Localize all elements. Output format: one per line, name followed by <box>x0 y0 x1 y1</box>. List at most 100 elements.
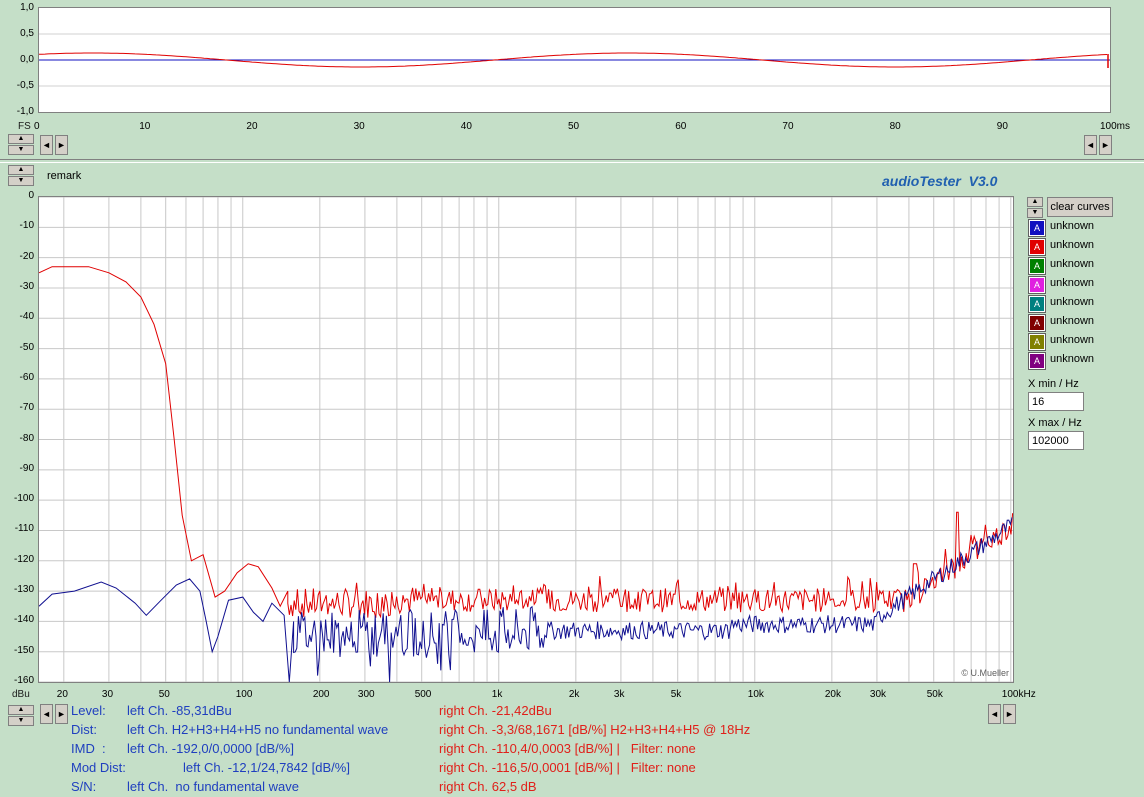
time-y-unit: FS <box>18 121 31 132</box>
arrow-down-icon[interactable]: ▼ <box>8 145 34 155</box>
time-y-tick: -1,0 <box>16 106 34 117</box>
curve-label: unknown <box>1050 239 1095 251</box>
level-right: right Ch. -21,42dBu <box>439 703 552 718</box>
spectrum-y-unit: dBu <box>12 689 30 700</box>
arrow-down-icon[interactable]: ▼ <box>1027 208 1043 218</box>
curves-spinner[interactable]: ▲ ▼ <box>1027 197 1043 219</box>
spectrum-x-tick: 300 <box>357 689 375 700</box>
spectrum-x-tick: 20 <box>56 689 68 700</box>
spectrum-x-tick: 50 <box>158 689 170 700</box>
curve-color-swatch[interactable]: A <box>1029 258 1045 274</box>
time-scroll-left-button[interactable]: ◄ <box>40 135 53 155</box>
remark-label: remark <box>47 170 82 182</box>
xmin-label: X min / Hz <box>1028 378 1079 390</box>
spectrum-svg <box>39 197 1013 682</box>
spectrum-scroll-right-button[interactable]: ► <box>55 704 68 724</box>
spectrum-x-tick: 30k <box>869 689 887 700</box>
spectrum-scroll-left-button[interactable]: ◄ <box>40 704 53 724</box>
xmin-field[interactable] <box>1028 392 1084 411</box>
time-scroll-right-button-2[interactable]: ► <box>1099 135 1112 155</box>
clear-curves-button[interactable]: clear curves <box>1047 197 1113 217</box>
curve-color-swatch[interactable]: A <box>1029 239 1045 255</box>
arrow-up-icon[interactable]: ▲ <box>8 705 34 715</box>
time-x-tick: 40 <box>460 121 472 132</box>
curve-label: unknown <box>1050 334 1095 346</box>
spectrum-x-tick: 30 <box>101 689 114 700</box>
divider <box>0 159 1144 163</box>
spectrum-y-tick: -100 <box>13 493 34 505</box>
time-x-tick: 70 <box>782 121 794 132</box>
time-x-tick: 90 <box>996 121 1008 132</box>
curve-label: unknown <box>1050 353 1095 365</box>
moddist-left: left Ch. -12,1/24,7842 [dB/%] <box>183 760 350 775</box>
curve-color-swatch[interactable]: A <box>1029 334 1045 350</box>
spectrum-y-tick: 0 <box>28 190 34 201</box>
time-scroll-left-button-2[interactable]: ◄ <box>1084 135 1097 155</box>
spectrum-x-tick: 200 <box>312 689 330 700</box>
spectrum-x-tick: 500 <box>414 689 432 700</box>
arrow-up-icon[interactable]: ▲ <box>8 134 34 144</box>
dist-name: Dist: <box>71 722 97 737</box>
spectrum-x-tick: 5k <box>670 689 682 700</box>
watermark: © U.Mueller <box>961 668 1009 678</box>
time-y-tick: 0,0 <box>20 54 34 65</box>
moddist-name: Mod Dist: <box>71 760 126 775</box>
sn-name: S/N: <box>71 779 97 794</box>
time-domain-svg <box>39 33 1110 87</box>
spectrum-scroll-right-button-2[interactable]: ► <box>1003 704 1016 724</box>
spectrum-x-tick: 1k <box>491 689 503 700</box>
spectrum-y-tick: -120 <box>13 553 34 565</box>
spectrum-y-tick: -160 <box>13 675 34 686</box>
spectrum-y-tick: -40 <box>19 311 34 323</box>
spectrum-y-tick: -10 <box>19 220 34 232</box>
curve-color-swatch[interactable]: A <box>1029 353 1045 369</box>
remark-spinner[interactable]: ▲ ▼ <box>8 165 34 187</box>
level-name: Level: <box>71 703 106 718</box>
dist-right: right Ch. -3,3/68,1671 [dB/%] H2+H3+H4+H… <box>439 722 751 737</box>
imd-right: right Ch. -110,4/0,0003 [dB/%] | Filter:… <box>439 741 696 756</box>
curve-color-swatch[interactable]: A <box>1029 220 1045 236</box>
xmax-field[interactable] <box>1028 431 1084 450</box>
arrow-down-icon[interactable]: ▼ <box>8 176 34 186</box>
spectrum-y-tick: -30 <box>19 280 34 292</box>
time-x-tick: 50 <box>568 121 580 132</box>
spectrum-x-tick: 100kHz <box>1001 689 1036 700</box>
spectrum-y-tick: -20 <box>19 250 34 262</box>
spectrum-y-tick: -60 <box>19 371 34 383</box>
curve-color-swatch[interactable]: A <box>1029 296 1045 312</box>
curve-color-swatch[interactable]: A <box>1029 277 1045 293</box>
spectrum-x-tick: 100 <box>235 689 253 700</box>
time-x-tick: 20 <box>246 121 258 132</box>
moddist-right: right Ch. -116,5/0,0001 [dB/%] | Filter:… <box>439 760 696 775</box>
time-y-tick: -0,5 <box>16 80 34 91</box>
time-x-tick: 30 <box>353 121 365 132</box>
time-scroll-right-button[interactable]: ► <box>55 135 68 155</box>
time-zoom-spinner[interactable]: ▲ ▼ <box>8 134 34 156</box>
imd-left: left Ch. -192,0/0,0000 [dB/%] <box>127 741 294 756</box>
arrow-up-icon[interactable]: ▲ <box>1027 197 1043 207</box>
arrow-up-icon[interactable]: ▲ <box>8 165 34 175</box>
time-x-tick: 100ms <box>1100 121 1131 132</box>
spectrum-y-tick: -130 <box>13 584 34 596</box>
spectrum-y-tick: -80 <box>19 432 34 444</box>
spectrum-plot: © U.Mueller <box>38 196 1014 683</box>
curve-color-swatch[interactable]: A <box>1029 315 1045 331</box>
time-y-tick: 1,0 <box>20 2 34 13</box>
spectrum-y-tick: -140 <box>13 614 34 626</box>
spectrum-x-tick: 2k <box>568 689 580 700</box>
arrow-down-icon[interactable]: ▼ <box>8 716 34 726</box>
imd-name: IMD : <box>71 741 106 756</box>
spectrum-x-tick: 10k <box>747 689 764 700</box>
spectrum-scroll-left-button-2[interactable]: ◄ <box>988 704 1001 724</box>
curve-label: unknown <box>1050 220 1095 232</box>
time-y-tick: 0,5 <box>20 28 34 39</box>
spectrum-zoom-spinner[interactable]: ▲ ▼ <box>8 705 34 727</box>
